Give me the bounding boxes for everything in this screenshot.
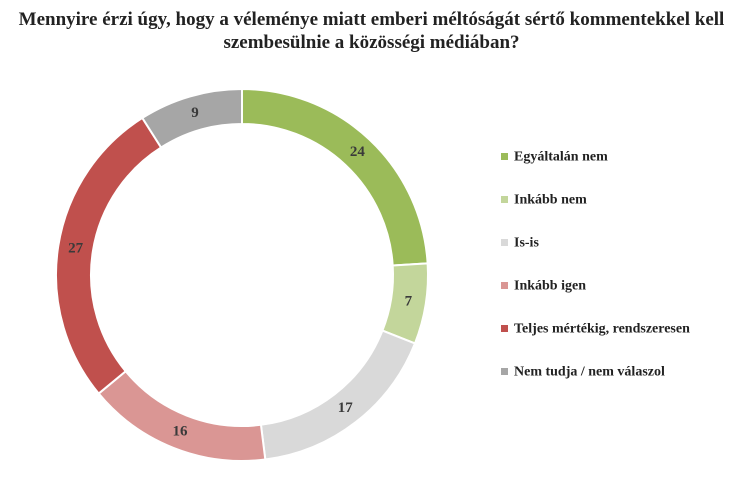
slice-labels: 24 7 17 16 27 9 [68,105,413,439]
legend-swatch [501,239,508,246]
slice-value-label: 7 [405,293,413,309]
legend-label: Teljes mértékig, rendszeresen [514,322,690,337]
donut-slice [97,369,267,462]
legend-swatch [501,196,508,203]
legend-swatch [501,325,508,332]
legend-label: Inkább nem [514,193,587,208]
chart-legend: Egyáltalán nem Inkább nem Is-is Inkább igen… [501,150,690,380]
legend-swatch [501,282,508,289]
legend-swatch [501,153,508,160]
donut-slice [140,87,243,149]
slice-value-label: 17 [338,400,354,416]
legend-label: Egyáltalán nem [514,150,608,165]
legend-label: Inkább igen [514,279,586,294]
donut-slices [55,87,429,462]
slice-value-label: 27 [68,241,84,257]
slice-value-label: 9 [191,105,199,121]
slice-value-label: 24 [350,144,366,160]
donut-slice [241,87,429,267]
chart-title: Mennyire érzi úgy, hogy a véleménye miat… [18,9,725,53]
donut-slice [259,329,417,461]
slice-value-label: 16 [172,424,188,440]
legend-swatch [501,368,508,375]
legend-label: Is-is [514,236,539,251]
legend-label: Nem tudja / nem válaszol [514,365,665,380]
